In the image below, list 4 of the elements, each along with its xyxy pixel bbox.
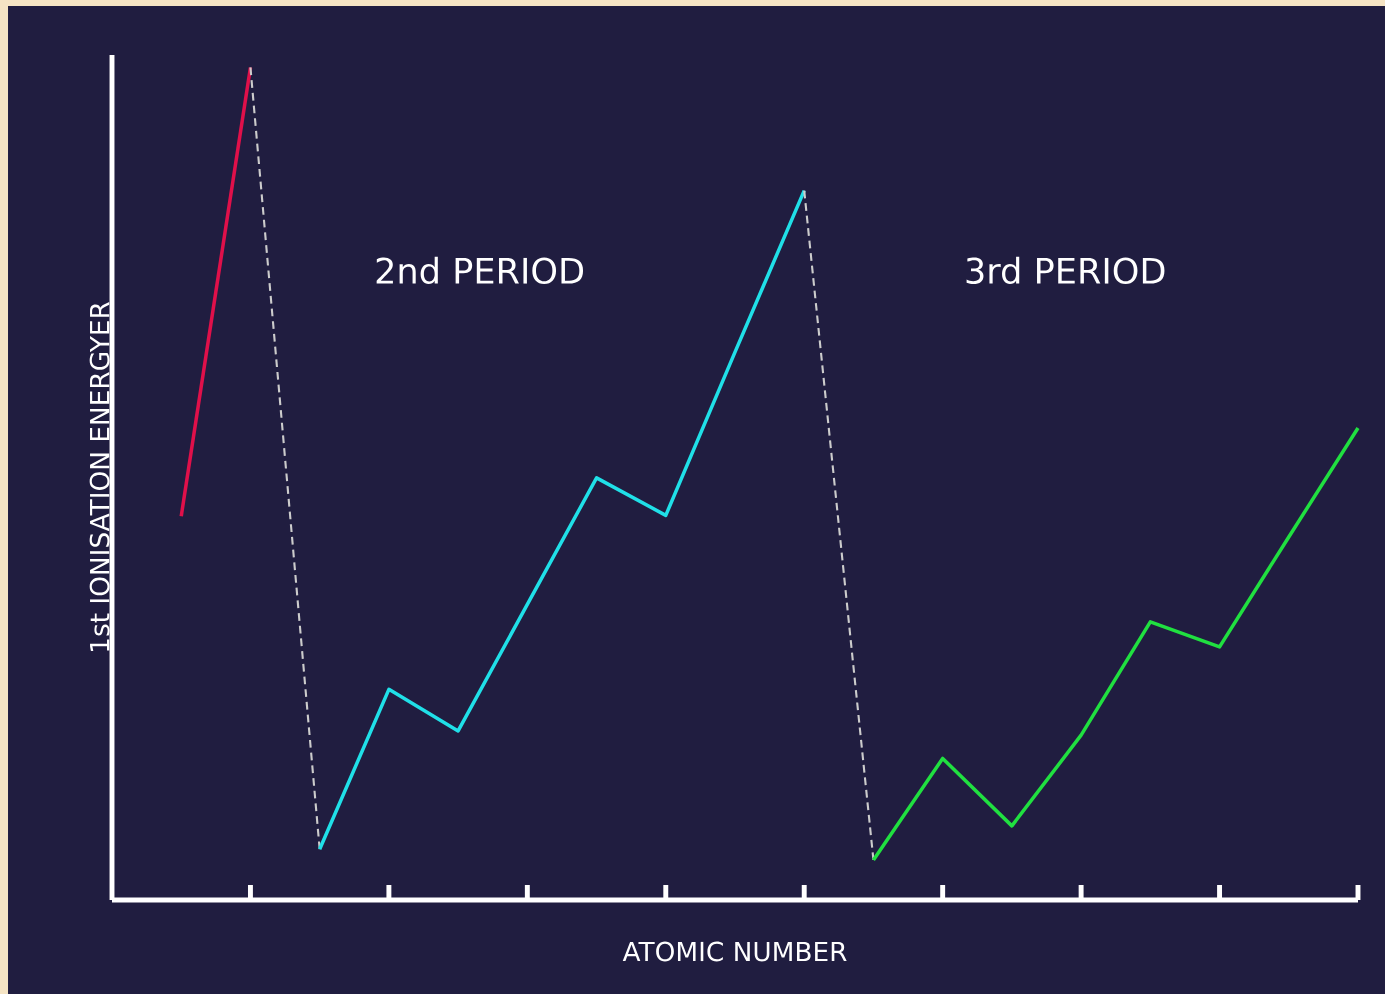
y-axis-title: 1st IONISATION ENERGYER bbox=[89, 301, 110, 651]
annotation: 3rd PERIOD bbox=[966, 256, 1165, 285]
annotation: 2nd PERIOD bbox=[376, 256, 584, 285]
x-axis-title: ATOMIC NUMBER bbox=[622, 941, 847, 962]
